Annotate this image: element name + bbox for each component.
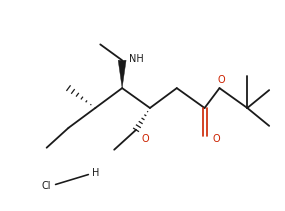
Polygon shape — [118, 60, 126, 88]
Text: O: O — [213, 134, 220, 144]
Text: O: O — [218, 75, 225, 85]
Text: O: O — [141, 134, 149, 144]
Text: NH: NH — [129, 54, 144, 64]
Text: H: H — [92, 168, 100, 177]
Text: Cl: Cl — [41, 181, 51, 191]
